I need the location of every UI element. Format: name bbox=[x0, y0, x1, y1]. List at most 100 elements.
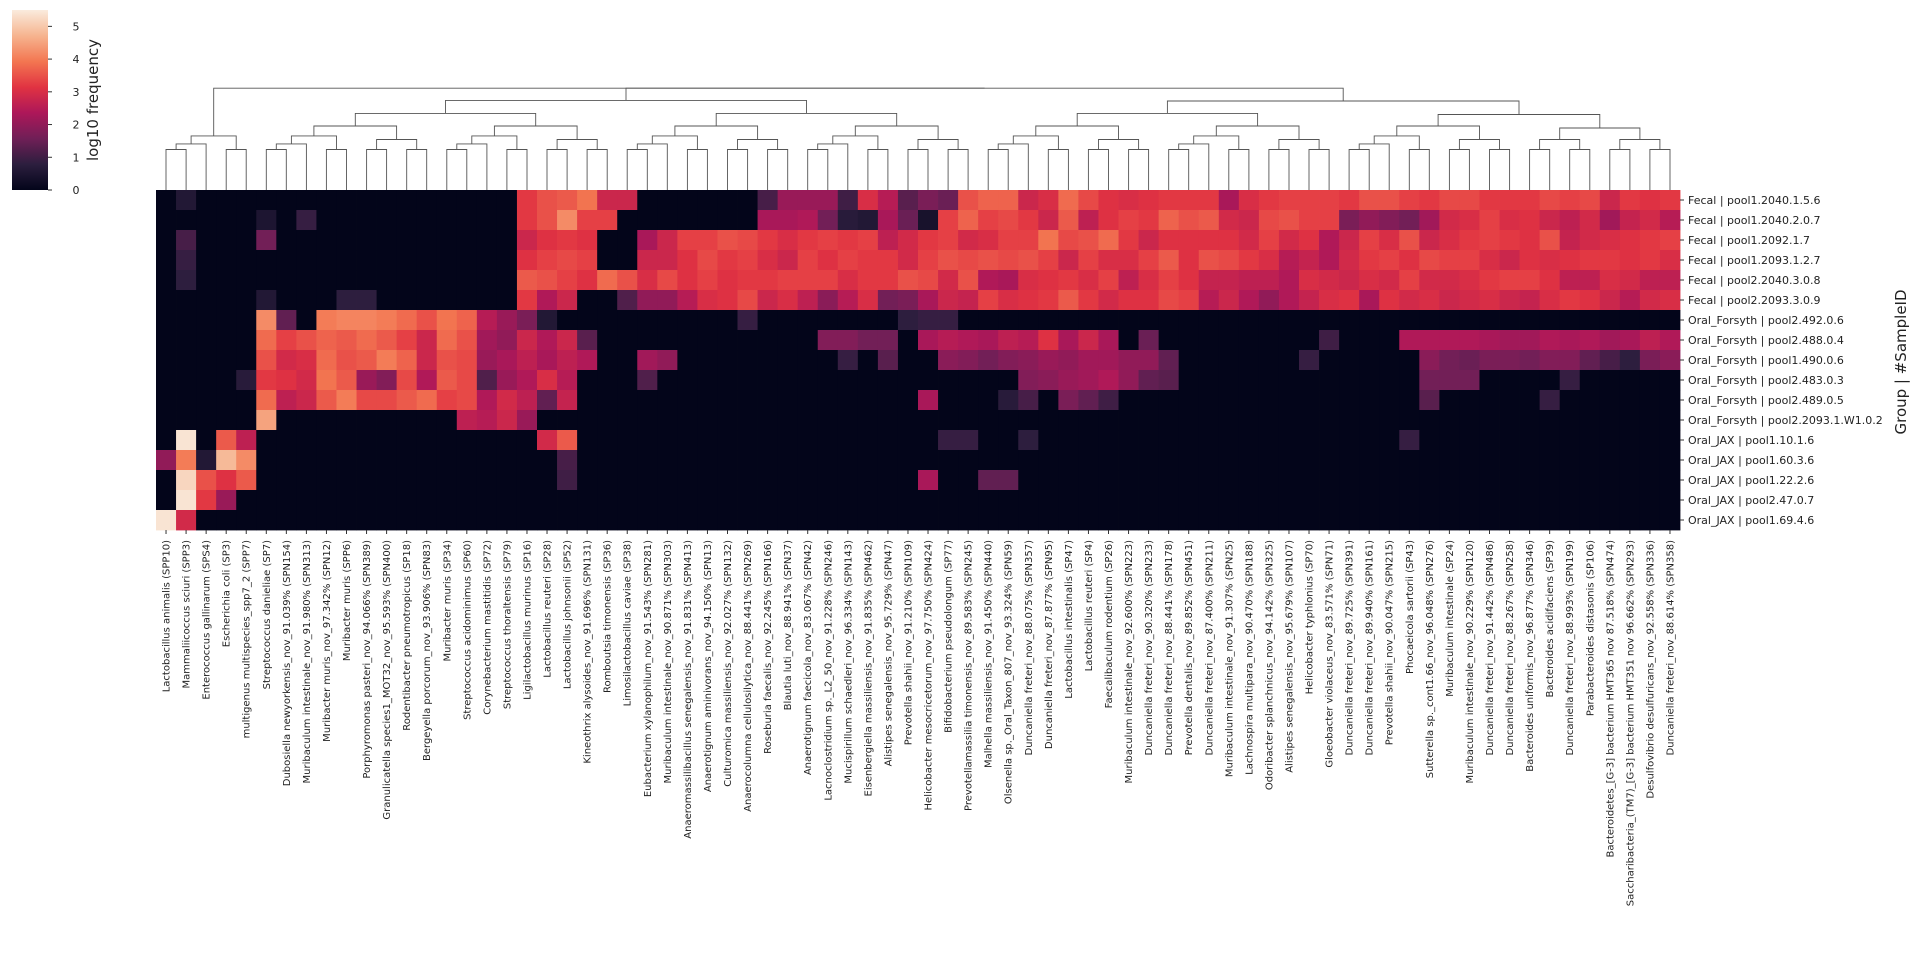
dendrogram-link bbox=[1128, 149, 1150, 190]
heatmap-cell bbox=[1499, 390, 1520, 411]
heatmap-cell bbox=[316, 350, 337, 371]
heatmap-cell bbox=[236, 410, 257, 431]
heatmap-cell bbox=[376, 450, 398, 471]
heatmap-cell bbox=[196, 190, 217, 211]
heatmap-cell bbox=[797, 450, 819, 471]
heatmap-cell bbox=[1619, 310, 1641, 331]
heatmap-cell bbox=[877, 450, 899, 471]
heatmap-cell bbox=[1238, 290, 1260, 311]
heatmap-cell bbox=[1238, 310, 1260, 331]
heatmap-cell bbox=[1339, 270, 1360, 291]
heatmap-cell bbox=[978, 490, 999, 511]
column-label: Prevotellamassilia timonensis_nov_89.583… bbox=[964, 540, 975, 811]
heatmap-cell bbox=[1339, 290, 1360, 311]
heatmap-cell bbox=[717, 370, 738, 391]
heatmap-cell bbox=[1599, 310, 1621, 331]
heatmap-cell bbox=[216, 250, 237, 271]
heatmap-cell bbox=[256, 410, 277, 431]
heatmap-cell bbox=[1339, 490, 1360, 511]
heatmap-cell bbox=[1599, 190, 1621, 211]
heatmap-cell bbox=[156, 210, 177, 231]
heatmap-cell bbox=[176, 290, 197, 311]
heatmap-cell bbox=[196, 350, 217, 371]
heatmap-cell bbox=[196, 270, 217, 291]
heatmap-cell bbox=[697, 350, 718, 371]
heatmap-cell bbox=[978, 390, 999, 411]
heatmap-cell bbox=[757, 390, 779, 411]
heatmap-cell bbox=[737, 250, 758, 271]
heatmap-cell bbox=[837, 430, 859, 451]
heatmap-cell bbox=[476, 490, 498, 511]
heatmap-cell bbox=[1278, 230, 1300, 251]
heatmap-cell bbox=[877, 310, 899, 331]
heatmap-cell bbox=[396, 390, 418, 411]
heatmap-cell bbox=[1299, 470, 1320, 491]
column-label: Alistipes senegalensis_nov_95.729% (SPN4… bbox=[883, 540, 894, 767]
heatmap-cell bbox=[156, 450, 177, 471]
heatmap-cell bbox=[537, 250, 558, 271]
heatmap-cell bbox=[1319, 330, 1340, 351]
heatmap-cell bbox=[496, 450, 518, 471]
heatmap-cell bbox=[1299, 510, 1320, 531]
heatmap-cell bbox=[897, 430, 919, 451]
dendrogram-link bbox=[1559, 127, 1641, 140]
heatmap-cell bbox=[516, 490, 538, 511]
heatmap-cell bbox=[877, 190, 899, 211]
heatmap-cell bbox=[1439, 250, 1460, 271]
heatmap-cell bbox=[577, 490, 598, 511]
heatmap-cell bbox=[1619, 190, 1641, 211]
heatmap-cell bbox=[978, 210, 999, 231]
heatmap-cell bbox=[1659, 470, 1681, 491]
colorbar: 0 1 2 3 4 5 log10 frequency bbox=[12, 10, 102, 197]
heatmap-cell bbox=[817, 430, 839, 451]
heatmap-cell bbox=[1339, 470, 1360, 491]
heatmap-cell bbox=[1659, 510, 1681, 531]
heatmap-cell bbox=[516, 190, 538, 211]
heatmap-cell bbox=[1158, 210, 1180, 231]
heatmap-cell bbox=[336, 250, 357, 271]
heatmap-cell bbox=[516, 350, 538, 371]
heatmap-cell bbox=[857, 330, 879, 351]
dendrogram-link bbox=[1539, 139, 1581, 150]
heatmap-cell bbox=[296, 370, 317, 391]
heatmap-cell bbox=[456, 470, 478, 491]
heatmap-cell bbox=[1058, 390, 1079, 411]
heatmap-cell bbox=[938, 350, 959, 371]
heatmap-cell bbox=[1178, 310, 1200, 331]
row-label: Fecal | pool1.2040.1.5.6 bbox=[1688, 194, 1821, 207]
heatmap-cell bbox=[236, 250, 257, 271]
heatmap-cell bbox=[1138, 390, 1160, 411]
heatmap-cell bbox=[336, 310, 357, 331]
dendrogram-link bbox=[1308, 149, 1330, 190]
heatmap-cell bbox=[1198, 210, 1220, 231]
heatmap-cell bbox=[196, 290, 217, 311]
heatmap-cell bbox=[196, 310, 217, 331]
heatmap-cell bbox=[1459, 270, 1480, 291]
heatmap-cell bbox=[1379, 190, 1400, 211]
heatmap-cell bbox=[657, 430, 678, 451]
heatmap-cell bbox=[1138, 450, 1160, 471]
heatmap-cell bbox=[476, 450, 498, 471]
heatmap-cell bbox=[1278, 390, 1300, 411]
dendrogram-link bbox=[165, 149, 187, 190]
heatmap-cell bbox=[998, 510, 1019, 531]
heatmap-cell bbox=[516, 230, 538, 251]
heatmap-cell bbox=[617, 270, 638, 291]
heatmap-cell bbox=[476, 350, 498, 371]
column-label: Dubosiella newyorkensis_nov_91.039% (SPN… bbox=[282, 540, 293, 786]
heatmap-cell bbox=[697, 470, 718, 491]
heatmap-cell bbox=[1539, 410, 1561, 431]
dendrogram-link bbox=[506, 149, 528, 190]
heatmap-cell bbox=[597, 490, 618, 511]
dendrogram-link bbox=[651, 135, 698, 150]
heatmap-cell bbox=[877, 330, 899, 351]
heatmap-cell bbox=[356, 250, 377, 271]
heatmap-cell bbox=[817, 370, 839, 391]
heatmap-cell bbox=[1178, 330, 1200, 351]
column-label: Prevotella shahii_nov_91.210% (SPN109) bbox=[903, 540, 914, 745]
heatmap-cell bbox=[1218, 330, 1240, 351]
heatmap-cell bbox=[1499, 290, 1520, 311]
heatmap-cell bbox=[897, 230, 919, 251]
heatmap-cell bbox=[777, 310, 799, 331]
heatmap-cell bbox=[737, 350, 758, 371]
